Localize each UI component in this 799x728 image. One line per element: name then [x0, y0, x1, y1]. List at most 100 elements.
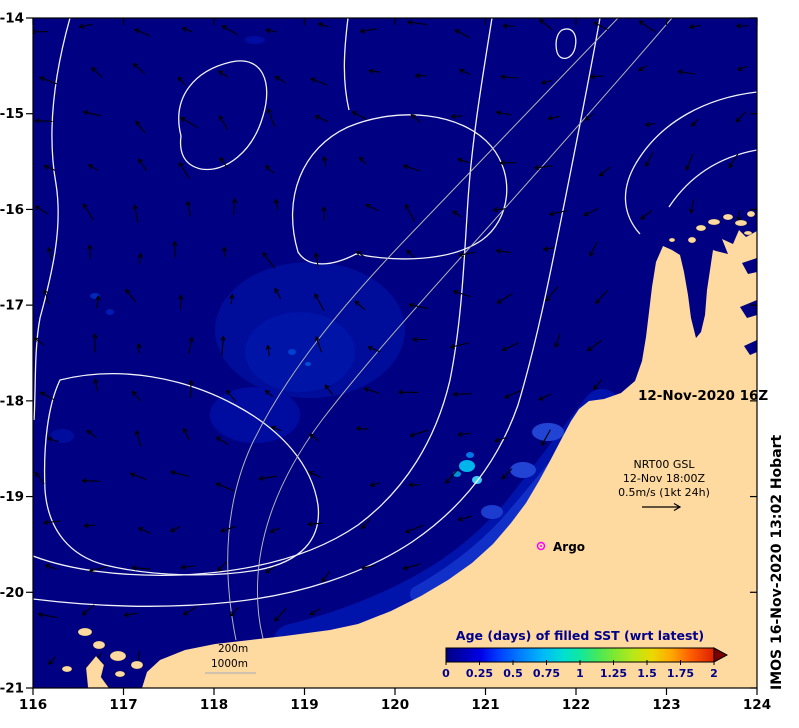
- current-vector-arrow: [538, 393, 552, 401]
- current-vector-arrow: [86, 429, 97, 438]
- current-vector-arrow: [398, 389, 419, 395]
- current-vector-arrow: [493, 207, 506, 213]
- current-vector-arrow: [593, 21, 608, 31]
- current-vector-arrow: [589, 241, 598, 257]
- current-vector-arrow: [271, 425, 282, 432]
- current-vector-arrow: [229, 606, 240, 617]
- argo-label: Argo: [553, 540, 585, 554]
- current-vector-arrow: [177, 76, 187, 86]
- current-vector-arrow: [229, 293, 235, 305]
- current-vector-arrow: [314, 293, 325, 311]
- current-vector-arrow: [689, 199, 695, 214]
- current-vector-arrow: [226, 389, 237, 402]
- current-vector-arrow: [123, 612, 138, 618]
- current-vector-arrow: [685, 153, 694, 171]
- current-vector-arrow: [180, 117, 198, 128]
- bathymetry-contours: [227, 18, 673, 643]
- current-vector-arrow: [134, 430, 142, 447]
- current-vector-arrow: [131, 565, 151, 571]
- current-vector-arrow: [181, 27, 193, 33]
- current-vector-arrow: [81, 604, 95, 616]
- current-vector-arrow: [321, 571, 330, 583]
- current-vector-arrow: [81, 478, 100, 484]
- current-vector-arrow: [415, 73, 427, 79]
- nrt-scale-label: 0.5m/s (1kt 24h): [618, 486, 710, 499]
- nrt-product-label: NRT00 GSL: [634, 458, 696, 471]
- current-vector-arrow: [274, 288, 281, 299]
- current-vector-arrow: [501, 342, 519, 352]
- current-vector-arrow: [369, 482, 380, 488]
- current-vector-arrow: [598, 166, 611, 177]
- current-vector-arrow: [188, 336, 194, 354]
- current-vector-arrow: [500, 74, 519, 80]
- current-vector-arrow: [534, 165, 553, 171]
- current-vector-arrow: [402, 563, 421, 571]
- current-vector-arrow: [93, 378, 99, 392]
- current-vector-field: [33, 18, 749, 667]
- current-vector-arrow: [351, 111, 367, 120]
- colorbar-tick-label: 1: [576, 667, 584, 680]
- colorbar-tick-label: 1.5: [637, 667, 657, 680]
- current-vector-arrow: [92, 333, 98, 353]
- current-vector-arrow: [645, 152, 654, 167]
- current-vector-arrow: [543, 246, 555, 252]
- current-vector-arrow: [406, 249, 415, 258]
- current-vector-arrow: [640, 210, 653, 220]
- coastal-inlets: [740, 258, 757, 355]
- current-vector-arrow: [274, 76, 286, 84]
- current-vector-arrow: [33, 337, 44, 346]
- current-vector-arrow: [95, 295, 101, 309]
- current-vector-arrow: [458, 251, 476, 258]
- x-axis-tick-label: 123: [652, 697, 680, 713]
- colorbar-gradient-bar: [445, 647, 715, 663]
- current-vector-arrow: [412, 336, 428, 342]
- scale-arrow-icon: [642, 502, 682, 512]
- y-axis-tick-label: -21: [0, 681, 24, 697]
- current-vector-arrow: [87, 164, 99, 171]
- current-vector-arrow: [502, 23, 515, 29]
- current-vector-arrow: [131, 390, 141, 402]
- credit-text: IMOS 16-Nov-2020 13:02 Hobart: [769, 434, 785, 690]
- current-vector-arrow: [132, 63, 145, 75]
- current-vector-arrow: [457, 515, 472, 522]
- x-axis-tick-label: 116: [19, 697, 47, 713]
- current-vector-arrow: [589, 74, 604, 80]
- current-vector-arrow: [586, 339, 603, 352]
- x-axis-tick-label: 119: [290, 697, 318, 713]
- current-vector-arrow: [218, 70, 229, 78]
- y-axis-tick-label: -15: [0, 106, 24, 122]
- current-vector-arrow: [178, 162, 190, 179]
- current-vector-arrow: [495, 248, 512, 254]
- y-axis-tick-label: -16: [0, 202, 24, 218]
- current-vector-arrow: [593, 379, 602, 390]
- x-axis-tick-label: 121: [471, 697, 499, 713]
- current-vector-arrow: [539, 18, 553, 31]
- current-vector-arrow: [322, 156, 328, 168]
- current-vector-arrow: [365, 203, 379, 212]
- current-vector-arrow: [321, 206, 327, 220]
- current-vector-arrow: [39, 76, 58, 85]
- argo-float-marker-dot: [540, 545, 542, 547]
- current-vector-arrow: [583, 208, 599, 217]
- y-axis-tick-label: -17: [0, 298, 24, 314]
- colorbar-tick-label: 0: [442, 667, 450, 680]
- current-vector-arrow: [584, 113, 594, 121]
- axis-layer: 116 117 118 119 120 121 122 123 124-14-15-16-17-…: [0, 11, 771, 714]
- y-axis-tick-label: -18: [0, 393, 24, 409]
- current-vector-arrow: [91, 67, 103, 78]
- current-vector-arrow: [48, 656, 56, 665]
- current-vector-arrow: [677, 69, 695, 75]
- current-vector-arrow: [87, 244, 93, 260]
- current-vector-arrow: [314, 115, 329, 123]
- current-vector-arrow: [737, 65, 748, 71]
- current-vector-arrow: [451, 113, 463, 119]
- current-vector-arrow: [405, 524, 424, 534]
- current-vector-arrow: [408, 482, 420, 488]
- current-vector-arrow: [736, 23, 749, 29]
- current-vector-arrow: [356, 426, 369, 432]
- current-vector-arrow: [691, 118, 699, 127]
- colorbar-overflow-cap: [713, 647, 729, 663]
- current-vector-arrow: [130, 472, 147, 480]
